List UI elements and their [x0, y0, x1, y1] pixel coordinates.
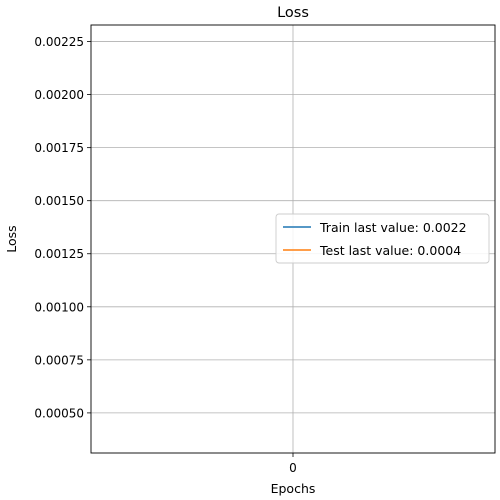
y-tick-label: 0.00150 — [34, 194, 84, 208]
y-tick-label: 0.00175 — [34, 141, 84, 155]
legend: Train last value: 0.0022 Test last value… — [275, 213, 490, 264]
legend-box — [275, 213, 490, 264]
y-tick-label: 0.00100 — [34, 300, 84, 314]
chart-title: Loss — [277, 5, 309, 21]
y-axis-label: Loss — [4, 225, 19, 252]
y-tick-label: 0.00075 — [34, 353, 84, 367]
x-axis-label: Epochs — [271, 481, 316, 496]
y-tick-label: 0.00200 — [34, 88, 84, 102]
legend-label-train: Train last value: 0.0022 — [319, 220, 467, 235]
y-tick-label: 0.00125 — [34, 247, 84, 261]
axis-ticks: 0.00050 0.00075 0.00100 0.00125 0.00150 0.001… — [34, 35, 296, 475]
legend-label-test: Test last value: 0.0004 — [319, 243, 461, 258]
x-tick-label: 0 — [289, 461, 297, 475]
y-tick-label: 0.00225 — [34, 35, 84, 49]
y-tick-label: 0.00050 — [34, 406, 84, 420]
